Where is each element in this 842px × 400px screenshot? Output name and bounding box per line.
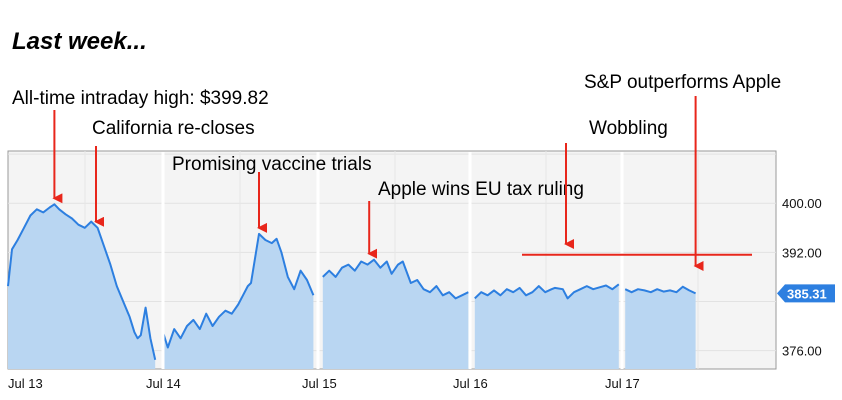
- series-area-session-2: [163, 233, 314, 369]
- annotation-label: All-time intraday high: $399.82: [12, 88, 269, 109]
- y-tick-label: 400.00: [782, 196, 822, 211]
- x-tick-label: Jul 13: [8, 376, 43, 391]
- x-tick-label: Jul 14: [146, 376, 181, 391]
- series-line-session-4: [474, 283, 620, 300]
- series-line-session-1: [7, 203, 157, 361]
- annotation-label: Wobbling: [589, 118, 668, 139]
- series-area-session-3: [322, 259, 469, 369]
- y-tick-label: 392.00: [782, 245, 822, 260]
- last-price-label: 385.31: [787, 286, 827, 301]
- x-tick-label: Jul 17: [605, 376, 640, 391]
- page-heading: Last week...: [12, 28, 147, 55]
- series-line-session-5: [624, 285, 697, 295]
- series-line-session-2: [162, 232, 315, 349]
- series-area-session-5: [625, 286, 696, 369]
- series-area-session-1: [8, 204, 156, 369]
- annotation-label: S&P outperforms Apple: [584, 72, 781, 93]
- annotation-label: Apple wins EU tax ruling: [378, 179, 584, 200]
- series-area-session-4: [474, 284, 619, 369]
- series-line-session-3: [322, 258, 469, 300]
- x-tick-label: Jul 16: [453, 376, 488, 391]
- last-price-badge: [777, 284, 835, 303]
- x-tick-label: Jul 15: [302, 376, 337, 391]
- annotation-label: Promising vaccine trials: [172, 154, 372, 175]
- annotation-label: California re-closes: [92, 118, 255, 139]
- y-tick-label: 376.00: [782, 344, 822, 359]
